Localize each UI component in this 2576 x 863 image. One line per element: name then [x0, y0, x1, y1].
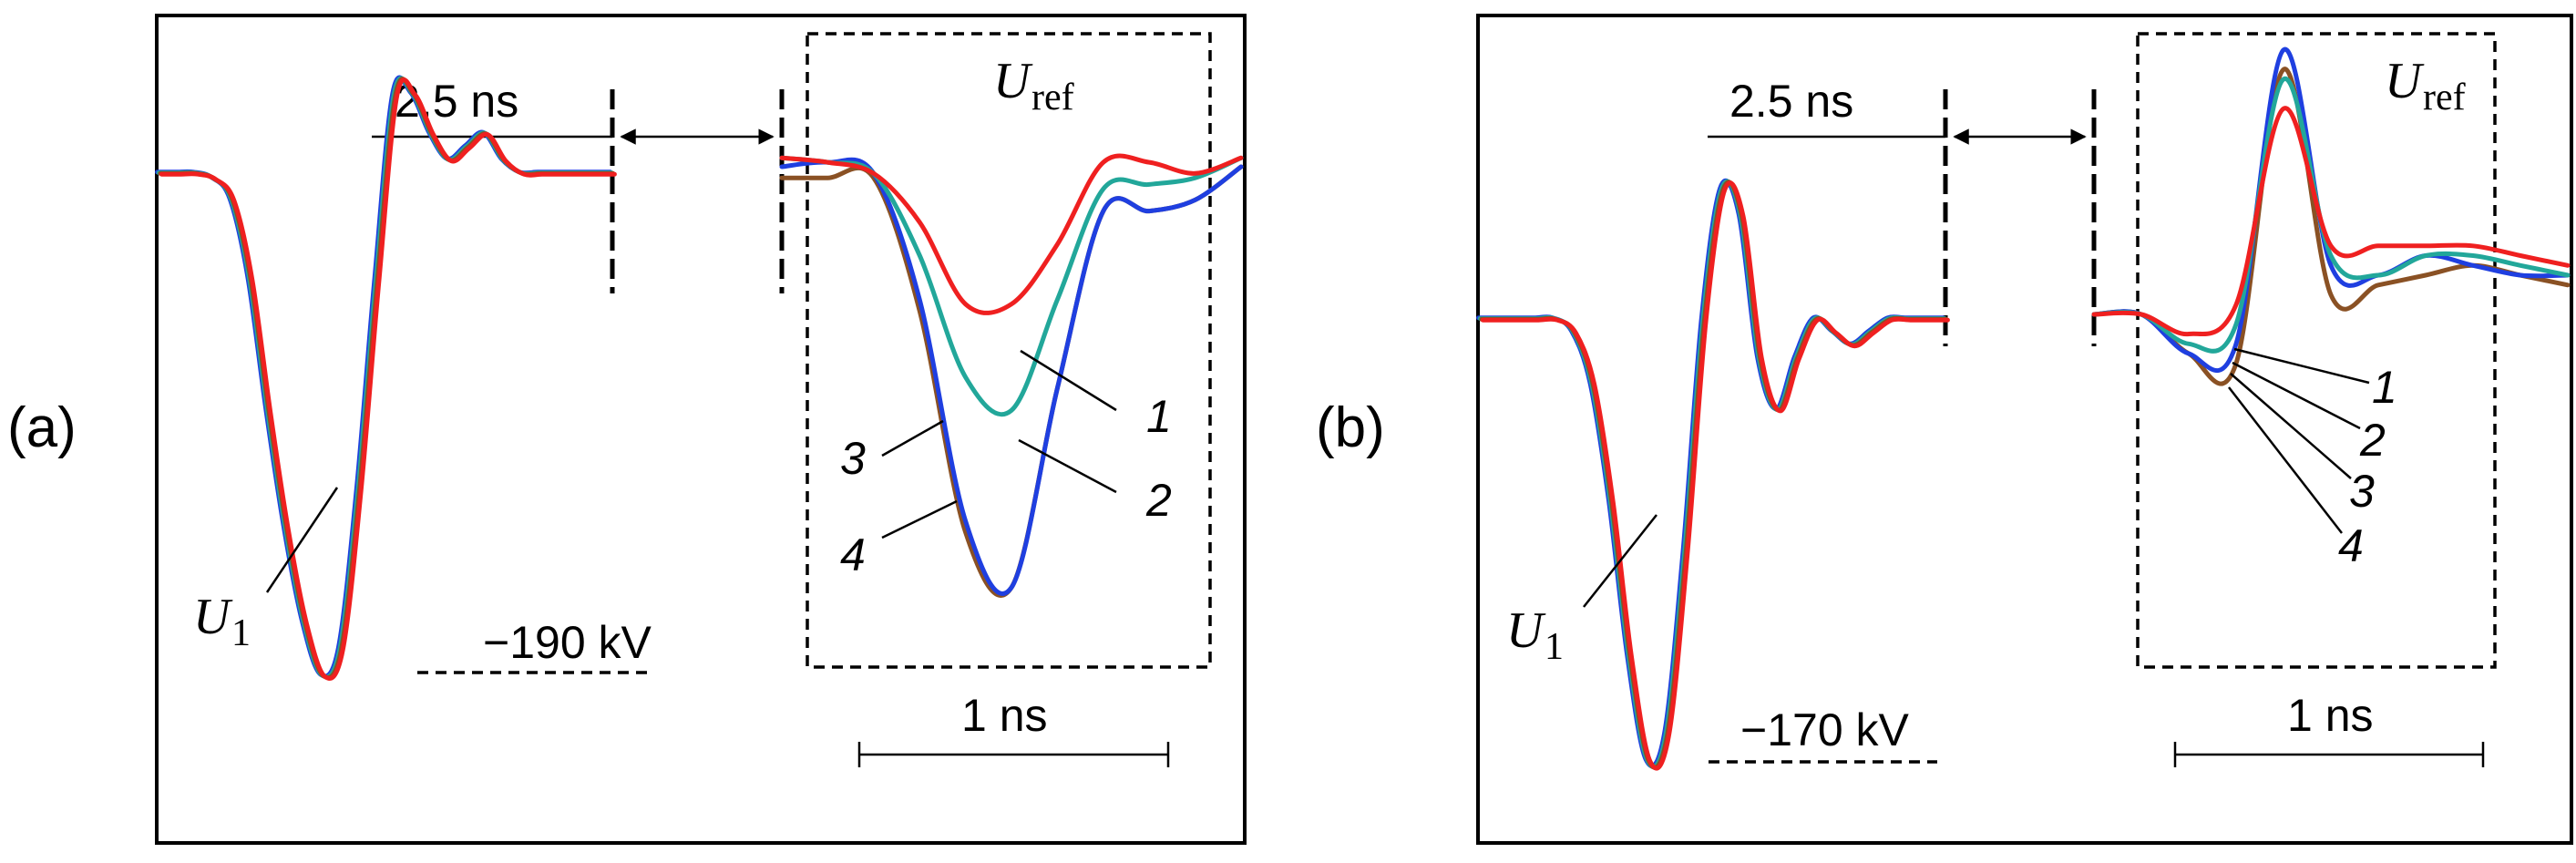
- panel-a-uref-symbol: U: [993, 53, 1033, 109]
- panel-a-reflected-trace-1: [779, 153, 1244, 315]
- panel-a-curve-3-leader: [881, 419, 944, 457]
- panel-a-curve-3-label: 3: [840, 433, 866, 484]
- panel-a-u1-subscript: 1: [231, 612, 251, 654]
- panel-b-curve-3-label: 3: [2349, 466, 2375, 517]
- panel-a-u1-leader: [265, 487, 339, 593]
- panel-b-uref-symbol: U: [2385, 53, 2425, 109]
- panel-b-curve-3-leader: [2230, 373, 2352, 479]
- panel-a-u1-symbol: U: [193, 589, 233, 645]
- panel-b-u1-subscript: 1: [1545, 626, 1564, 668]
- panel-a-traces: [155, 75, 1244, 681]
- panel-a-label: (a): [7, 396, 77, 459]
- panel-b-curve-4-leader: [2228, 386, 2343, 534]
- panel-b-delay-label: 2.5 ns: [1729, 76, 1853, 127]
- panel-a-reflected-trace-2: [779, 155, 1244, 417]
- panel-a-curve-2-label: 2: [1145, 475, 1172, 526]
- panel-b-frame: [1476, 14, 2573, 845]
- panel-a-curve-2-leader: [1018, 438, 1117, 494]
- panel-b-incident-trace-4: [1480, 180, 1950, 771]
- panel-b-scale-label: 1 ns: [2287, 690, 2374, 741]
- panel-a-curve-4-leader: [881, 499, 958, 539]
- panel-b-curve-1-leader: [2233, 347, 2370, 385]
- panel-b-reflected-window: [2136, 32, 2497, 669]
- panel-a-reflected-window: [806, 32, 1212, 669]
- panel-a-curve-4-label: 4: [840, 529, 866, 580]
- panel-b-traces: [1476, 47, 2571, 771]
- panel-b-uref-subscript: ref: [2423, 77, 2466, 118]
- panel-b-u1-symbol: U: [1506, 602, 1546, 659]
- panel-a-incident-trace-4: [159, 77, 617, 681]
- panel-b-incident-trace-3: [1479, 180, 1949, 770]
- panel-b-curve-2-leader: [2232, 361, 2361, 430]
- panel-a-uref-subscript: ref: [1031, 77, 1074, 118]
- panel-b-reflected-trace-1: [2091, 106, 2571, 337]
- panel-b: (b) 2.5 ns U ref −170 kV U 1 1 2 3 4 1 n…: [1316, 14, 2573, 845]
- panel-b-label: (b): [1316, 396, 1385, 459]
- panel-a-scale-label: 1 ns: [961, 690, 1048, 741]
- panel-a: (a) 2.5 ns U ref −190 kV U 1 1 2 3 4: [7, 14, 1247, 845]
- panel-b-curve-1-label: 1: [2372, 362, 2397, 413]
- panel-b-curve-4-label: 4: [2338, 520, 2364, 571]
- panel-a-curve-1-leader: [1020, 349, 1117, 412]
- panel-a-frame: [155, 14, 1247, 845]
- panel-a-curve-1-label: 1: [1146, 391, 1172, 442]
- panel-b-u1-leader: [1583, 514, 1657, 608]
- panel-a-delay-label: 2.5 ns: [395, 76, 518, 127]
- panel-b-reflected-trace-3: [2091, 47, 2571, 373]
- panel-b-curve-2-label: 2: [2359, 415, 2386, 466]
- panel-a-peak-label: −190 kV: [483, 617, 652, 668]
- panel-b-peak-label: −170 kV: [1740, 704, 1910, 755]
- panel-b-reflected-trace-2: [2091, 77, 2571, 354]
